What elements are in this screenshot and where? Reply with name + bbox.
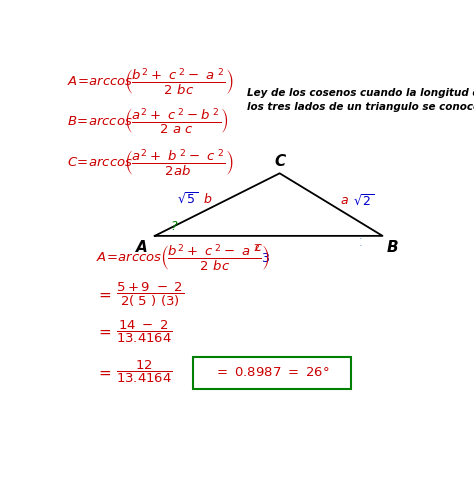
Text: $=\ 0.8987\ =\ 26°$: $=\ 0.8987\ =\ 26°$: [214, 367, 330, 380]
Text: ?: ?: [170, 220, 177, 233]
Text: $\dfrac{12}{13.4164}$: $\dfrac{12}{13.4164}$: [116, 359, 173, 385]
Text: $=$: $=$: [96, 365, 112, 380]
Text: $\left(\dfrac{b^{2}+\ c^{\ 2}-\ a^{\ 2}}{2\ bc}\right)$: $\left(\dfrac{b^{2}+\ c^{\ 2}-\ a^{\ 2}}…: [160, 243, 270, 273]
Text: $A\!=\!arccos$: $A\!=\!arccos$: [66, 75, 133, 88]
Text: $\dfrac{5+9\ -\ 2}{2(\ 5\ )\ (3)}$: $\dfrac{5+9\ -\ 2}{2(\ 5\ )\ (3)}$: [116, 281, 184, 309]
Text: $a$: $a$: [340, 195, 349, 207]
Text: $=$: $=$: [96, 287, 112, 302]
Text: $3$: $3$: [261, 252, 270, 265]
Text: C: C: [274, 154, 285, 169]
Text: $\left(\dfrac{b^{2}+\ c^{\ 2}-\ a^{\ 2}}{2\ bc}\right)$: $\left(\dfrac{b^{2}+\ c^{\ 2}-\ a^{\ 2}}…: [124, 66, 233, 97]
Text: $A\!=\!arccos$: $A\!=\!arccos$: [96, 251, 163, 264]
Text: ⁚: ⁚: [359, 238, 362, 248]
Text: $B\!=\!arccos$: $B\!=\!arccos$: [66, 115, 133, 128]
Text: A: A: [136, 240, 147, 255]
Text: $\sqrt{2}$: $\sqrt{2}$: [353, 193, 374, 208]
Text: $\left(\dfrac{a^{2}+\ c^{\ 2}-b^{\ 2}}{2\ a\ c}\right)$: $\left(\dfrac{a^{2}+\ c^{\ 2}-b^{\ 2}}{2…: [124, 107, 228, 136]
Text: Ley de los cosenos cuando la longitud de
los tres lados de un triangulo se conoc: Ley de los cosenos cuando la longitud de…: [246, 87, 474, 112]
Text: $\left(\dfrac{a^{2}+\ b^{\ 2}-\ c^{\ 2}}{2ab}\right)$: $\left(\dfrac{a^{2}+\ b^{\ 2}-\ c^{\ 2}}…: [124, 147, 233, 178]
Text: B: B: [386, 239, 398, 255]
Text: $b$: $b$: [202, 192, 212, 206]
Text: $\dfrac{14\ -\ 2}{13.4164}$: $\dfrac{14\ -\ 2}{13.4164}$: [116, 318, 173, 345]
Text: $c$: $c$: [254, 241, 263, 254]
Text: $C\!=\!arccos$: $C\!=\!arccos$: [66, 156, 133, 169]
Text: $\sqrt{5}$: $\sqrt{5}$: [177, 192, 198, 206]
FancyBboxPatch shape: [193, 358, 351, 389]
Text: $=$: $=$: [96, 324, 112, 339]
